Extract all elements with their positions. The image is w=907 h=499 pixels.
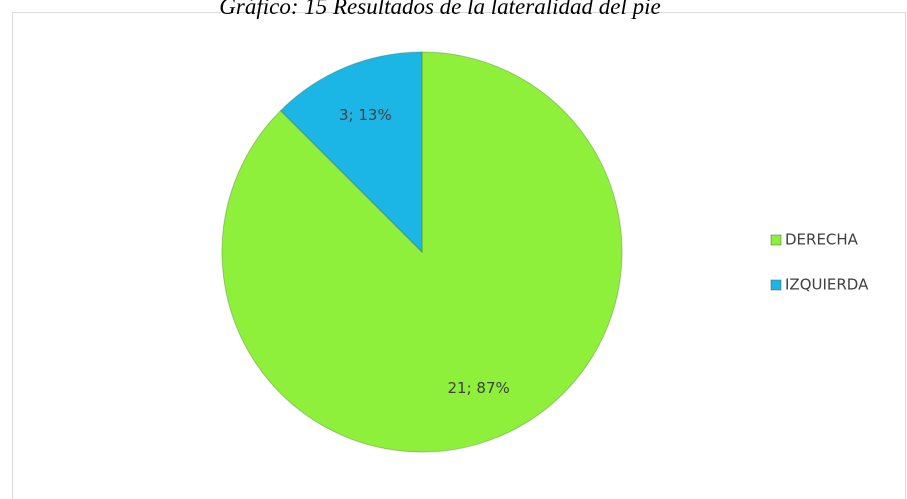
legend-label: IZQUIERDA [785,276,869,294]
data-label: 3; 13% [339,106,392,124]
pie-slice [279,51,423,254]
legend-swatch [770,279,782,291]
legend-label: DERECHA [785,231,859,249]
chart-title: Gráfico: 15 Resultados de la lateralidad… [219,0,660,19]
pie-slice [221,51,623,453]
data-label: 21; 87% [448,379,510,397]
legend-swatch [770,234,782,246]
